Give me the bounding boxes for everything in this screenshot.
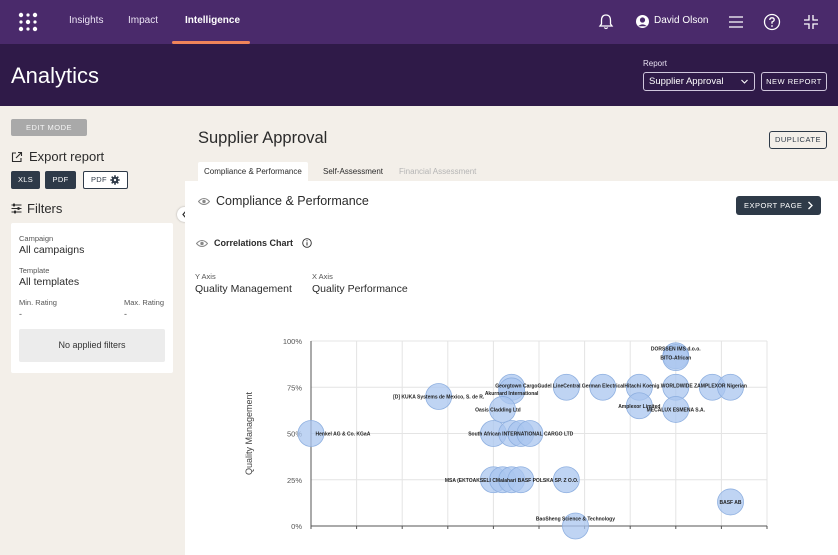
max-rating-value[interactable]: - — [124, 309, 127, 319]
y-tick-label: 100% — [283, 337, 303, 346]
export-xls-button[interactable]: XLS — [11, 171, 40, 189]
edit-mode-button[interactable]: EDIT MODE — [11, 119, 87, 136]
y-tick-label: 75% — [287, 383, 302, 392]
avatar-icon[interactable] — [635, 14, 650, 29]
max-rating-label: Max. Rating — [124, 298, 165, 307]
report-select[interactable]: Supplier Approval — [643, 72, 755, 91]
x-axis-value[interactable]: Quality Performance — [312, 283, 408, 295]
template-label: Template — [19, 266, 50, 275]
chart-title: Correlations Chart — [214, 238, 294, 248]
correlations-chart: 100% 75% 50% 25% 0% Quality Management DORSSEN… — [244, 337, 768, 540]
data-point-bubble[interactable] — [717, 373, 744, 401]
filters-card: Campaign All campaigns Template All temp… — [11, 223, 173, 373]
report-title: Supplier Approval — [198, 129, 328, 147]
collapse-screen-icon[interactable] — [802, 13, 820, 31]
data-point-bubble[interactable] — [662, 344, 690, 372]
sidebar: EDIT MODE Export report XLS PDF PDF Filt… — [0, 106, 185, 555]
chevron-right-icon — [808, 201, 813, 210]
campaign-value[interactable]: All campaigns — [19, 244, 85, 256]
data-point-label: Georgtown CargoGudel LineCentral German … — [495, 383, 747, 389]
y-tick-label: 25% — [287, 476, 302, 485]
export-page-button[interactable]: EXPORT PAGE — [736, 196, 821, 215]
data-point-bubble[interactable] — [589, 373, 617, 401]
filters-title: Filters — [27, 201, 63, 216]
export-pdf-settings-button[interactable]: PDF — [83, 171, 128, 189]
data-point-bubble[interactable] — [552, 373, 580, 401]
chevron-down-icon — [741, 79, 748, 84]
report-select-value: Supplier Approval — [649, 76, 724, 87]
duplicate-button[interactable]: DUPLICATE — [769, 131, 827, 149]
data-point-label: Henkel AG & Co. KGaA — [316, 432, 371, 438]
info-icon[interactable] — [302, 238, 312, 248]
active-nav-indicator — [172, 41, 250, 44]
export-icon — [11, 151, 23, 163]
app-logo-icon[interactable] — [18, 12, 38, 32]
content-panel: Compliance & Performance EXPORT PAGE Cor… — [185, 181, 838, 555]
data-point-label: MECALUX ESMENA S.A. — [647, 407, 706, 413]
top-nav: Insights Impact Intelligence David Olson — [0, 0, 838, 44]
data-point-bubble[interactable] — [662, 396, 690, 423]
chart-eye-icon[interactable] — [196, 239, 208, 248]
y-axis-label: Y Axis — [195, 272, 216, 281]
tab-financial-assessment: Financial Assessment — [399, 167, 477, 176]
page-title: Analytics — [11, 63, 100, 88]
data-point-bubble[interactable] — [507, 466, 535, 494]
nav-intelligence[interactable]: Intelligence — [185, 15, 241, 26]
data-point-label: BASF AB — [719, 500, 741, 506]
data-point-label: South African INTERNATIONAL CARGO LTD — [468, 432, 573, 438]
nav-impact[interactable]: Impact — [128, 15, 159, 26]
data-point-bubble[interactable] — [625, 392, 653, 420]
data-point-bubble[interactable] — [489, 396, 516, 423]
new-report-button[interactable]: NEW REPORT — [761, 72, 827, 91]
page-header: Analytics Report Supplier Approval NEW R… — [0, 44, 838, 106]
export-pdf-settings-label: PDF — [91, 175, 107, 184]
export-page-label: EXPORT PAGE — [744, 201, 803, 210]
nav-insights[interactable]: Insights — [69, 15, 104, 26]
report-label: Report — [643, 59, 668, 68]
x-axis-label: X Axis — [312, 272, 333, 281]
data-point-label: DORSSEN IMS d.o.o. — [651, 346, 701, 352]
data-point-bubble[interactable] — [717, 488, 744, 516]
data-point-label: BaoSheng Science & Technology — [536, 517, 615, 523]
tab-self-assessment[interactable]: Self-Assessment — [323, 167, 384, 176]
data-point-label: Amplexor Limited — [618, 404, 660, 410]
bubbles-group: DORSSEN IMS d.o.o. BITO-African [D] KUKA S… — [297, 342, 747, 540]
no-filters-message: No applied filters — [19, 329, 165, 362]
min-rating-label: Min. Rating — [19, 298, 57, 307]
y-axis-value[interactable]: Quality Management — [195, 283, 292, 295]
filters-icon — [11, 203, 22, 214]
data-point-bubble[interactable] — [425, 383, 453, 410]
section-title: Compliance & Performance — [216, 194, 369, 208]
user-name[interactable]: David Olson — [654, 15, 709, 26]
data-point-bubble[interactable] — [516, 420, 544, 447]
data-point-bubble[interactable] — [562, 512, 589, 540]
min-rating-value[interactable]: - — [19, 309, 22, 319]
help-icon[interactable] — [763, 13, 781, 31]
data-point-label: [D] KUKA Systems de Mexico, S. de R. — [393, 395, 485, 401]
eye-icon[interactable] — [198, 197, 210, 206]
y-tick-label: 50% — [287, 430, 302, 439]
bell-icon[interactable] — [597, 13, 615, 31]
campaign-label: Campaign — [19, 234, 54, 243]
data-point-label: MSA (EKTOAKSELI CMalahari BASF POLSKA SP… — [445, 478, 579, 484]
chart-y-axis-title: Quality Management — [244, 391, 254, 475]
export-report-title: Export report — [29, 149, 105, 164]
menu-icon[interactable] — [727, 13, 745, 31]
data-point-bubble[interactable] — [552, 466, 580, 494]
gear-icon — [110, 175, 120, 185]
data-point-label: BITO-African — [660, 356, 691, 362]
data-point-bubble[interactable] — [297, 420, 325, 447]
tab-compliance-performance[interactable]: Compliance & Performance — [198, 162, 308, 181]
data-point-label: Oasis Cladding Ltd — [475, 407, 521, 413]
y-tick-label: 0% — [291, 522, 302, 531]
export-pdf-button[interactable]: PDF — [45, 171, 76, 189]
data-point-label: Akurnard International — [485, 391, 539, 397]
template-value[interactable]: All templates — [19, 276, 80, 288]
